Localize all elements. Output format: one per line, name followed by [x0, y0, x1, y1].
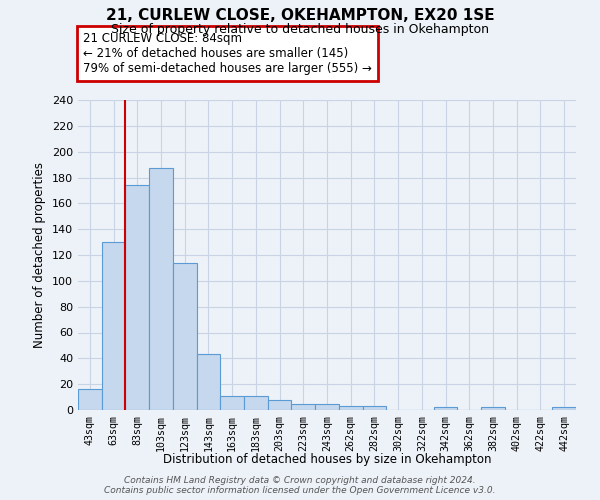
Text: Size of property relative to detached houses in Okehampton: Size of property relative to detached ho… — [111, 22, 489, 36]
Bar — [552, 408, 576, 410]
Bar — [125, 185, 149, 410]
Bar — [173, 263, 197, 410]
Bar — [220, 396, 244, 410]
Bar — [244, 396, 268, 410]
Bar — [481, 408, 505, 410]
Text: Contains HM Land Registry data © Crown copyright and database right 2024.
Contai: Contains HM Land Registry data © Crown c… — [104, 476, 496, 495]
Bar — [78, 390, 102, 410]
Text: 21, CURLEW CLOSE, OKEHAMPTON, EX20 1SE: 21, CURLEW CLOSE, OKEHAMPTON, EX20 1SE — [106, 8, 494, 22]
Bar — [315, 404, 339, 410]
Bar — [149, 168, 173, 410]
Bar — [268, 400, 292, 410]
Text: Distribution of detached houses by size in Okehampton: Distribution of detached houses by size … — [163, 452, 491, 466]
Bar — [102, 242, 125, 410]
Y-axis label: Number of detached properties: Number of detached properties — [34, 162, 46, 348]
Bar — [292, 404, 315, 410]
Bar — [339, 406, 362, 410]
Bar — [197, 354, 220, 410]
Bar — [434, 408, 457, 410]
Text: 21 CURLEW CLOSE: 84sqm
← 21% of detached houses are smaller (145)
79% of semi-de: 21 CURLEW CLOSE: 84sqm ← 21% of detached… — [83, 32, 372, 75]
Bar — [362, 406, 386, 410]
